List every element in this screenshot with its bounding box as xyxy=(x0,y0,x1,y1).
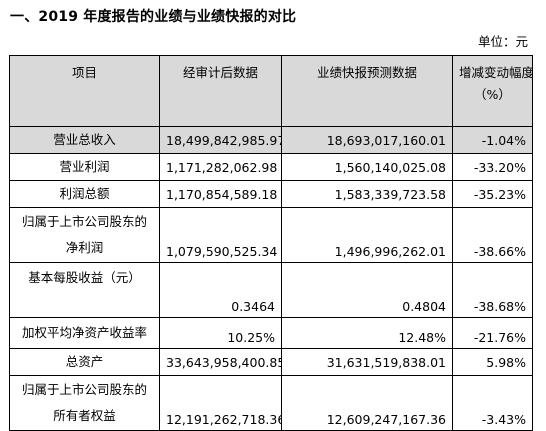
row-flash: 1,560,140,025.08 xyxy=(281,153,453,181)
row-audited: 12,191,262,718.36 xyxy=(159,375,282,431)
row-audited: 1,171,282,062.98 xyxy=(159,153,282,181)
row-audited: 10.25% xyxy=(159,317,282,349)
table-row: 利润总额 1,170,854,589.18 1,583,339,723.58 -… xyxy=(9,180,533,208)
table-row: 归属于上市公司股东的 所有者权益 12,191,262,718.36 12,60… xyxy=(9,375,533,431)
row-item: 营业总收入 xyxy=(9,126,160,154)
table-row: 营业总收入 18,499,842,985.97 18,693,017,160.0… xyxy=(9,126,533,154)
row-flash: 12,609,247,167.36 xyxy=(281,375,453,431)
row-audited: 1,079,590,525.34 xyxy=(159,207,282,263)
row-audited: 18,499,842,985.97 xyxy=(159,126,282,154)
row-change: -3.43% xyxy=(452,375,533,431)
row-item-line1: 归属于上市公司股东的 xyxy=(21,214,147,229)
header-change: 增减变动幅度 （%） xyxy=(452,55,533,127)
row-item: 加权平均净资产收益率 xyxy=(9,317,160,349)
header-flash: 业绩快报预测数据 xyxy=(281,55,453,127)
row-change: -1.04% xyxy=(452,126,533,154)
row-flash: 31,631,519,838.01 xyxy=(281,348,453,376)
row-change: -33.20% xyxy=(452,153,533,181)
row-item: 总资产 xyxy=(9,348,160,376)
row-item: 营业利润 xyxy=(9,153,160,181)
section-heading: 一、2019 年度报告的业绩与业绩快报的对比 xyxy=(10,9,297,25)
table-row: 基本每股收益（元） 0.3464 0.4804 -38.68% xyxy=(9,262,533,318)
table-row: 总资产 33,643,958,400.85 31,631,519,838.01 … xyxy=(9,348,533,376)
table-row: 营业利润 1,171,282,062.98 1,560,140,025.08 -… xyxy=(9,153,533,181)
header-change-line1: 增减变动幅度 xyxy=(459,65,533,80)
row-item-line2: 净利润 xyxy=(65,240,104,255)
row-change: 5.98% xyxy=(452,348,533,376)
row-flash: 1,583,339,723.58 xyxy=(281,180,453,208)
row-change: -21.76% xyxy=(452,317,533,349)
table-row: 归属于上市公司股东的 净利润 1,079,590,525.34 1,496,99… xyxy=(9,207,533,263)
row-flash: 12.48% xyxy=(281,317,453,349)
row-change: -35.23% xyxy=(452,180,533,208)
row-change: -38.66% xyxy=(452,207,533,263)
row-audited: 33,643,958,400.85 xyxy=(159,348,282,376)
row-change: -38.68% xyxy=(452,262,533,318)
unit-label: 单位：元 xyxy=(477,34,528,49)
row-item: 归属于上市公司股东的 净利润 xyxy=(9,207,160,263)
row-flash: 0.4804 xyxy=(281,262,453,318)
row-item: 利润总额 xyxy=(9,180,160,208)
row-audited: 1,170,854,589.18 xyxy=(159,180,282,208)
row-item: 归属于上市公司股东的 所有者权益 xyxy=(9,375,160,431)
table-row: 加权平均净资产收益率 10.25% 12.48% -21.76% xyxy=(9,317,533,349)
row-item: 基本每股收益（元） xyxy=(9,262,160,318)
row-item-line1: 归属于上市公司股东的 xyxy=(21,382,147,397)
table-header-row: 项目 经审计后数据 业绩快报预测数据 增减变动幅度 （%） xyxy=(9,55,533,127)
row-audited: 0.3464 xyxy=(159,262,282,318)
header-change-line2: （%） xyxy=(474,87,511,102)
row-flash: 1,496,996,262.01 xyxy=(281,207,453,263)
row-item-line2: 所有者权益 xyxy=(53,408,116,423)
header-audited: 经审计后数据 xyxy=(159,55,282,127)
comparison-table: 项目 经审计后数据 业绩快报预测数据 增减变动幅度 （%） 营业总收入 18,4… xyxy=(9,55,533,431)
row-flash: 18,693,017,160.01 xyxy=(281,126,453,154)
header-item: 项目 xyxy=(9,55,160,127)
